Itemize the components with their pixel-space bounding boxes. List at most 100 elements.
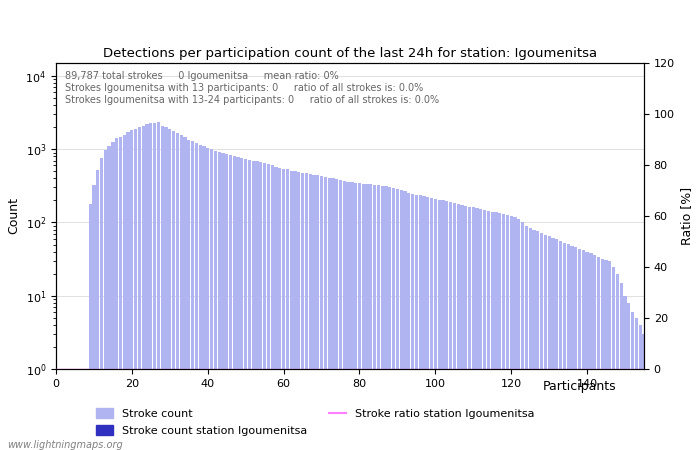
Bar xyxy=(183,137,187,450)
Bar xyxy=(172,131,175,450)
Bar xyxy=(544,235,547,450)
Bar xyxy=(96,170,99,450)
Bar xyxy=(274,166,278,450)
Bar xyxy=(263,163,266,450)
Bar xyxy=(343,181,346,450)
Bar xyxy=(468,207,471,450)
Bar xyxy=(650,347,653,450)
Bar xyxy=(88,204,92,450)
Bar xyxy=(608,261,612,450)
Bar xyxy=(475,208,479,450)
Bar xyxy=(256,162,259,450)
Bar xyxy=(620,283,623,450)
Bar xyxy=(92,185,95,450)
Bar xyxy=(430,198,433,450)
Bar xyxy=(301,172,304,450)
Text: www.lightningmaps.org: www.lightningmaps.org xyxy=(7,440,122,450)
Bar xyxy=(461,205,463,450)
Bar xyxy=(149,123,153,450)
Bar xyxy=(494,212,498,450)
Bar xyxy=(304,173,308,450)
Bar xyxy=(528,228,532,450)
Bar xyxy=(370,184,372,450)
Text: Participants: Participants xyxy=(542,380,616,393)
Bar xyxy=(100,158,103,450)
Bar xyxy=(411,194,414,450)
Bar xyxy=(244,159,247,450)
Bar xyxy=(278,168,281,450)
Bar xyxy=(472,207,475,450)
Bar xyxy=(616,274,619,450)
Bar xyxy=(157,122,160,450)
Bar xyxy=(248,160,251,450)
Bar xyxy=(168,129,172,450)
Bar xyxy=(328,178,330,450)
Bar xyxy=(480,209,482,450)
Bar xyxy=(589,253,592,450)
Text: 89,787 total strokes     0 Igoumenitsa     mean ratio: 0%: 89,787 total strokes 0 Igoumenitsa mean … xyxy=(65,71,339,81)
Title: Detections per participation count of the last 24h for station: Igoumenitsa: Detections per participation count of th… xyxy=(103,47,597,60)
Bar xyxy=(563,243,566,450)
Bar xyxy=(438,200,441,450)
Bar xyxy=(638,325,642,450)
Bar xyxy=(419,195,422,450)
Bar xyxy=(389,187,391,450)
Bar xyxy=(510,216,513,450)
Bar xyxy=(547,236,551,450)
Bar xyxy=(206,148,209,450)
Y-axis label: Count: Count xyxy=(7,198,20,234)
Bar xyxy=(153,123,156,450)
Text: Strokes Igoumenitsa with 13-24 participants: 0     ratio of all strokes is: 0.0%: Strokes Igoumenitsa with 13-24 participa… xyxy=(65,95,439,105)
Bar xyxy=(377,185,380,450)
Bar xyxy=(631,312,634,450)
Bar xyxy=(395,189,399,450)
Bar xyxy=(108,146,111,450)
Bar xyxy=(259,162,262,450)
Bar xyxy=(240,158,244,450)
Bar xyxy=(552,238,554,450)
Bar xyxy=(362,184,365,450)
Bar xyxy=(449,202,452,450)
Bar xyxy=(513,216,517,450)
Bar xyxy=(434,199,437,450)
Bar xyxy=(221,153,225,450)
Bar xyxy=(218,152,220,450)
Bar xyxy=(533,230,536,450)
Bar xyxy=(456,204,460,450)
Bar xyxy=(525,226,528,450)
Text: Strokes Igoumenitsa with 13 participants: 0     ratio of all strokes is: 0.0%: Strokes Igoumenitsa with 13 participants… xyxy=(65,83,423,93)
Bar xyxy=(176,133,179,450)
Bar xyxy=(487,211,490,450)
Bar xyxy=(180,135,183,450)
Bar xyxy=(104,150,107,450)
Bar xyxy=(199,145,202,450)
Bar xyxy=(570,246,573,450)
Bar xyxy=(122,135,126,450)
Bar xyxy=(267,164,270,450)
Bar xyxy=(422,196,426,450)
Bar xyxy=(597,257,600,450)
Bar xyxy=(354,183,357,450)
Bar xyxy=(365,184,369,450)
Bar xyxy=(164,127,167,450)
Bar xyxy=(312,175,316,450)
Bar xyxy=(373,185,377,450)
Bar xyxy=(130,130,134,450)
Bar xyxy=(555,239,559,450)
Bar xyxy=(502,214,505,450)
Bar xyxy=(146,124,148,450)
Bar xyxy=(566,244,570,450)
Bar xyxy=(624,296,626,450)
Bar xyxy=(358,183,361,450)
Bar xyxy=(286,169,289,450)
Bar xyxy=(202,146,206,450)
Bar xyxy=(506,215,509,450)
Bar xyxy=(346,182,350,450)
Bar xyxy=(214,151,217,450)
Bar xyxy=(119,137,122,450)
Bar xyxy=(559,241,562,450)
Bar xyxy=(635,318,638,450)
Bar xyxy=(445,201,448,450)
Bar xyxy=(191,141,194,450)
Bar xyxy=(498,213,501,450)
